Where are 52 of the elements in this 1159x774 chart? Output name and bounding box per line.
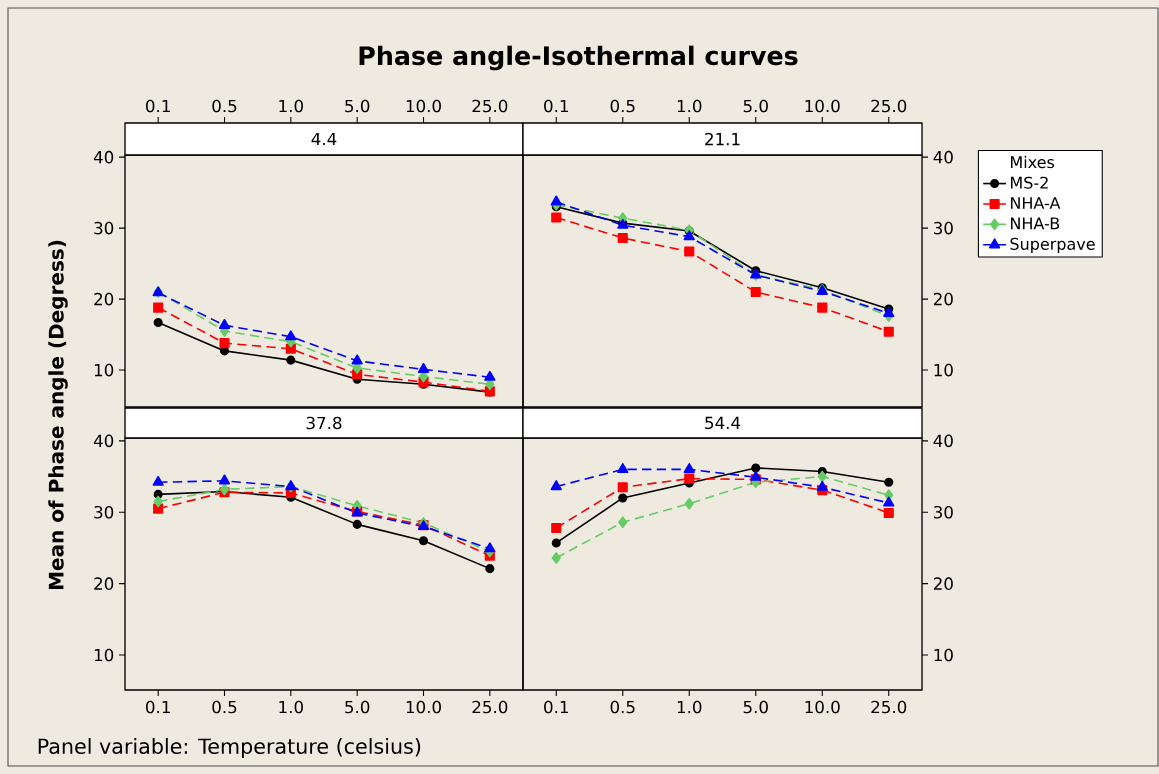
- x-tick-label: 10.0: [406, 99, 441, 113]
- x-tick-label: 0.1: [146, 700, 170, 714]
- y-tick-label: 40: [933, 150, 953, 164]
- y-tick-label: 20: [94, 577, 114, 590]
- y-tick-label: 20: [94, 292, 114, 306]
- chart-subtitle: 4.4: [311, 132, 337, 146]
- legend-label: NHA-A: [1011, 197, 1061, 209]
- y-tick-label: 10: [94, 648, 114, 662]
- y-tick-label: 10: [934, 648, 953, 662]
- x-tick-label: 1.0: [677, 700, 702, 714]
- chart-subtitle: 54.4: [705, 416, 741, 430]
- y-tick-label: 30: [94, 505, 114, 519]
- legend-title: Mixes: [1011, 155, 1055, 169]
- legend-label: Superpave: [1010, 237, 1095, 254]
- x-tick-label: 1.0: [677, 99, 702, 113]
- x-tick-label: 10.0: [805, 700, 840, 714]
- x-tick-label: 25.0: [472, 700, 508, 714]
- x-tick-label: 25.0: [472, 99, 508, 113]
- x-tick-label: 0.1: [544, 99, 568, 113]
- x-tick-label: 0.1: [146, 99, 170, 113]
- legend-label: MS-2: [1011, 176, 1048, 189]
- y-tick-label: 20: [933, 577, 953, 590]
- chart-subtitle: 21.1: [705, 132, 740, 146]
- x-tick-label: 10.0: [406, 700, 441, 714]
- x-tick-label: 0.5: [212, 99, 237, 113]
- y-tick-label: 30: [934, 221, 953, 235]
- x-tick-label: 25.0: [871, 99, 907, 113]
- y-tick-label: 40: [93, 150, 114, 164]
- y-tick-label: 20: [933, 292, 953, 306]
- x-tick-label: 5.0: [345, 700, 370, 714]
- x-tick-label: 0.5: [610, 99, 635, 113]
- y-tick-label: 40: [93, 434, 114, 448]
- x-tick-label: 10.0: [805, 99, 840, 113]
- y-tick-label: 10: [94, 363, 114, 377]
- y-tick-label: 30: [94, 221, 114, 235]
- y-tick-label: 30: [934, 505, 953, 519]
- chart-subtitle: 37.8: [306, 416, 342, 430]
- x-tick-label: 0.5: [212, 700, 237, 714]
- legend-label: NHA-B: [1011, 217, 1060, 230]
- x-tick-label: 1.0: [279, 99, 303, 113]
- y-tick-label: 40: [933, 434, 953, 448]
- y-tick-label: 10: [934, 363, 953, 377]
- x-tick-label: 1.0: [279, 700, 303, 714]
- text: Phase angle-Isothermal curves: [359, 45, 798, 71]
- y-axis-title: Mean of Phase angle (Degress): [48, 240, 68, 590]
- x-tick-label: 5.0: [345, 99, 370, 113]
- x-tick-label: 5.0: [743, 99, 768, 113]
- x-tick-label: 0.5: [610, 700, 635, 714]
- text: Panel variable: Temperature (celsius): [38, 738, 421, 759]
- x-tick-label: 25.0: [871, 700, 907, 714]
- x-tick-label: 5.0: [743, 700, 768, 714]
- x-tick-label: 0.1: [544, 700, 568, 714]
